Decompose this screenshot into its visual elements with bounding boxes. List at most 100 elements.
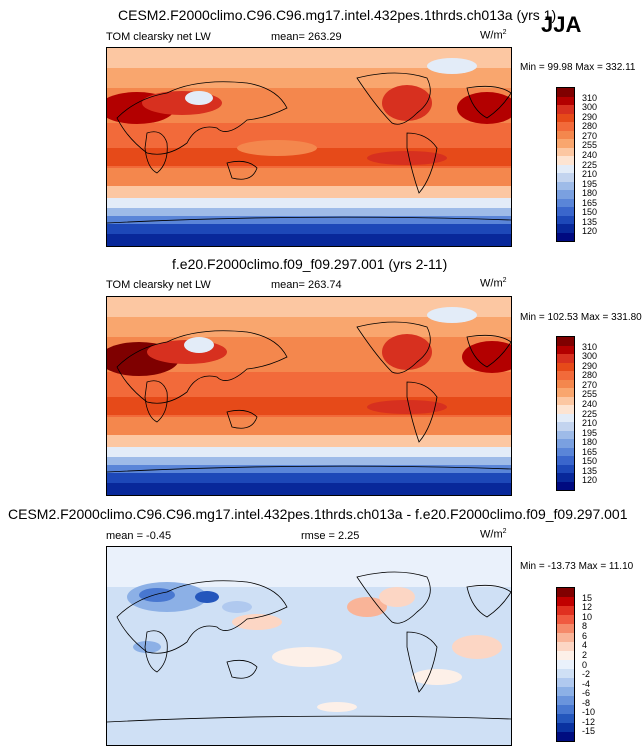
colorbar-swatch <box>557 439 574 448</box>
colorbar-swatch <box>557 456 574 465</box>
colorbar-tick-label: 270 <box>582 130 598 141</box>
colorbar-tick-label: 195 <box>582 427 598 438</box>
colorbar-swatch <box>557 113 574 122</box>
colorbar-swatch <box>557 232 574 241</box>
colorbar-tick-label: -2 <box>582 669 591 680</box>
panel2-units: W/m2 <box>480 277 507 290</box>
colorbar-tick-label: 225 <box>582 159 598 170</box>
panel2-colorbar <box>556 336 575 491</box>
panel3-minmax: Min = -13.73 Max = 11.10 <box>520 561 634 572</box>
colorbar-tick-label: 150 <box>582 456 598 467</box>
panel3-rmse: rmse = 2.25 <box>301 530 360 542</box>
colorbar-tick-label: 210 <box>582 169 598 180</box>
colorbar-tick-label: 6 <box>582 630 588 641</box>
panel2-map <box>106 296 512 496</box>
colorbar-swatch <box>557 139 574 148</box>
colorbar-swatch <box>557 705 574 714</box>
colorbar-swatch <box>557 660 574 669</box>
colorbar-swatch <box>557 345 574 354</box>
colorbar-tick-label: 150 <box>582 207 598 218</box>
colorbar-swatch <box>557 105 574 114</box>
colorbar-swatch <box>557 464 574 473</box>
colorbar-swatch <box>557 422 574 431</box>
colorbar-swatch <box>557 173 574 182</box>
colorbar-swatch <box>557 379 574 388</box>
colorbar-swatch <box>557 597 574 606</box>
colorbar-swatch <box>557 430 574 439</box>
panel1-map <box>106 47 512 247</box>
colorbar-swatch <box>557 633 574 642</box>
colorbar-tick-label: 290 <box>582 360 598 371</box>
colorbar-swatch <box>557 615 574 624</box>
colorbar-swatch <box>557 156 574 165</box>
colorbar-tick-label: 10 <box>582 611 593 622</box>
colorbar-tick-label: 135 <box>582 216 598 227</box>
colorbar-swatch <box>557 473 574 482</box>
colorbar-swatch <box>557 147 574 156</box>
colorbar-swatch <box>557 181 574 190</box>
colorbar-swatch <box>557 696 574 705</box>
colorbar-tick-label: 270 <box>582 379 598 390</box>
colorbar-tick-label: -15 <box>582 726 596 737</box>
panel1-units: W/m2 <box>480 29 507 42</box>
colorbar-swatch <box>557 396 574 405</box>
colorbar-tick-label: -10 <box>582 707 596 718</box>
colorbar-tick-label: 4 <box>582 640 588 651</box>
colorbar-tick-label: 255 <box>582 140 598 151</box>
colorbar-tick-label: 120 <box>582 475 598 486</box>
colorbar-swatch <box>557 207 574 216</box>
panel3-title: CESM2.F2000climo.C96.C96.mg17.intel.432p… <box>8 506 628 522</box>
colorbar-swatch <box>557 642 574 651</box>
colorbar-swatch <box>557 190 574 199</box>
colorbar-swatch <box>557 354 574 363</box>
colorbar-swatch <box>557 337 574 346</box>
colorbar-tick-label: 255 <box>582 389 598 400</box>
panel3-colorbar <box>556 587 575 742</box>
colorbar-swatch <box>557 714 574 723</box>
colorbar-tick-label: -12 <box>582 716 596 727</box>
colorbar-tick-label: 195 <box>582 178 598 189</box>
colorbar-swatch <box>557 687 574 696</box>
colorbar-tick-label: 290 <box>582 111 598 122</box>
colorbar-tick-label: 180 <box>582 188 598 199</box>
panel2-mean: mean= 263.74 <box>271 279 342 291</box>
colorbar-swatch <box>557 624 574 633</box>
colorbar-swatch <box>557 723 574 732</box>
colorbar-tick-label: 180 <box>582 437 598 448</box>
colorbar-tick-label: 8 <box>582 621 588 632</box>
panel2-title: f.e20.F2000climo.f09_f09.297.001 (yrs 2-… <box>172 256 448 272</box>
colorbar-tick-label: 15 <box>582 592 593 603</box>
colorbar-tick-label: -8 <box>582 697 591 708</box>
colorbar-swatch <box>557 388 574 397</box>
colorbar-swatch <box>557 122 574 131</box>
panel1-colorbar <box>556 87 575 242</box>
panel1-mean: mean= 263.29 <box>271 31 342 43</box>
colorbar-swatch <box>557 669 574 678</box>
colorbar-swatch <box>557 215 574 224</box>
panel2-minmax: Min = 102.53 Max = 331.80 <box>520 312 642 323</box>
panel3-units: W/m2 <box>480 528 507 541</box>
panel3-map <box>106 546 512 746</box>
colorbar-swatch <box>557 678 574 687</box>
colorbar-tick-label: 12 <box>582 602 593 613</box>
colorbar-tick-label: 300 <box>582 351 598 362</box>
colorbar-tick-label: 165 <box>582 446 598 457</box>
colorbar-swatch <box>557 606 574 615</box>
season-label: JJA <box>541 12 582 37</box>
colorbar-swatch <box>557 88 574 97</box>
colorbar-tick-label: 165 <box>582 197 598 208</box>
colorbar-swatch <box>557 405 574 414</box>
panel2-variable: TOM clearsky net LW <box>106 279 211 291</box>
colorbar-swatch <box>557 651 574 660</box>
colorbar-swatch <box>557 413 574 422</box>
colorbar-swatch <box>557 130 574 139</box>
colorbar-tick-label: 280 <box>582 121 598 132</box>
colorbar-tick-label: 310 <box>582 92 598 103</box>
colorbar-tick-label: 240 <box>582 149 598 160</box>
colorbar-tick-label: 280 <box>582 370 598 381</box>
colorbar-tick-label: 310 <box>582 341 598 352</box>
colorbar-tick-label: 135 <box>582 465 598 476</box>
colorbar-swatch <box>557 588 574 597</box>
colorbar-swatch <box>557 481 574 490</box>
colorbar-swatch <box>557 224 574 233</box>
